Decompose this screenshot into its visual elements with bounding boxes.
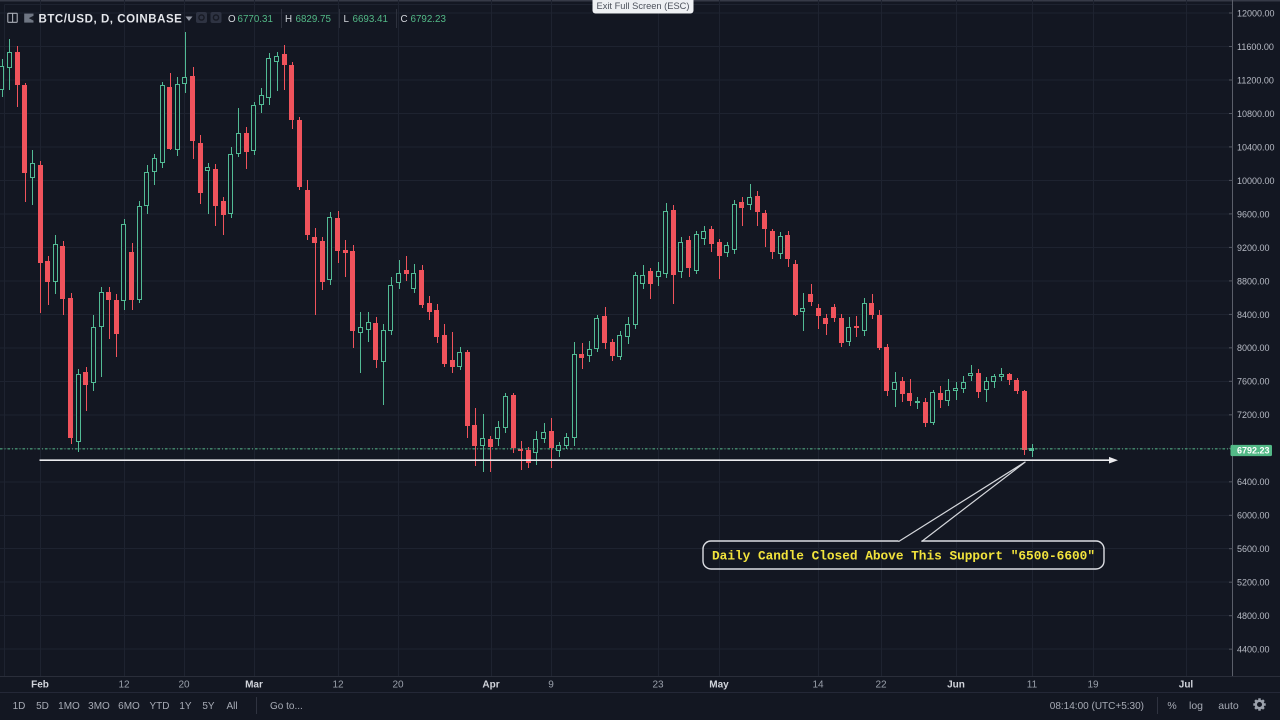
svg-text:10800.00: 10800.00 [1237,109,1275,119]
svg-text:9: 9 [548,680,554,691]
svg-text:6000.00: 6000.00 [1237,511,1270,521]
svg-text:H: H [285,14,292,25]
svg-text:O: O [228,14,236,25]
svg-text:6770.31: 6770.31 [238,14,273,25]
svg-text:6MO: 6MO [118,701,140,712]
svg-text:Daily Candle Closed Above This: Daily Candle Closed Above This Support "… [712,549,1095,564]
svg-text:Exit Full Screen (ESC): Exit Full Screen (ESC) [597,1,690,11]
svg-text:Jul: Jul [1179,680,1194,691]
svg-text:Feb: Feb [31,680,49,691]
svg-text:7600.00: 7600.00 [1237,377,1270,387]
svg-text:Go to...: Go to... [270,701,303,712]
svg-text:YTD: YTD [150,701,170,712]
svg-text:22: 22 [875,680,887,691]
svg-text:5200.00: 5200.00 [1237,578,1270,588]
svg-text:1MO: 1MO [58,701,80,712]
svg-text:BTC/USD, D, COINBASE: BTC/USD, D, COINBASE [39,13,183,25]
svg-text:Apr: Apr [482,680,499,691]
svg-text:8000.00: 8000.00 [1237,343,1270,353]
svg-text:6792.23: 6792.23 [411,14,447,25]
svg-text:6829.75: 6829.75 [296,14,332,25]
svg-text:auto: auto [1218,700,1239,712]
svg-text:11: 11 [1027,680,1038,691]
svg-text:14: 14 [812,680,824,691]
svg-text:1Y: 1Y [179,701,192,712]
svg-text:5600.00: 5600.00 [1237,544,1270,554]
svg-text:12000.00: 12000.00 [1237,8,1275,18]
svg-text:9600.00: 9600.00 [1237,209,1270,219]
svg-text:12: 12 [332,680,344,691]
svg-text:20: 20 [392,680,404,691]
svg-text:6693.41: 6693.41 [353,14,388,25]
svg-text:23: 23 [652,680,664,691]
svg-text:%: % [1167,700,1176,712]
svg-text:4400.00: 4400.00 [1237,645,1270,655]
svg-text:3MO: 3MO [88,701,110,712]
svg-text:9200.00: 9200.00 [1237,243,1270,253]
svg-text:C: C [401,14,408,25]
svg-text:L: L [344,14,350,25]
svg-text:May: May [709,680,729,691]
svg-text:08:14:00 (UTC+5:30): 08:14:00 (UTC+5:30) [1050,701,1144,712]
svg-text:8800.00: 8800.00 [1237,276,1270,286]
svg-text:Jun: Jun [947,680,965,691]
svg-text:1D: 1D [13,701,26,712]
svg-text:6792.23: 6792.23 [1237,446,1270,456]
svg-text:10400.00: 10400.00 [1237,142,1275,152]
svg-text:19: 19 [1087,680,1099,691]
svg-text:7200.00: 7200.00 [1237,410,1270,420]
svg-text:All: All [226,701,237,712]
svg-text:20: 20 [178,680,190,691]
svg-text:11200.00: 11200.00 [1237,75,1274,85]
svg-text:10000.00: 10000.00 [1237,176,1275,186]
svg-text:6400.00: 6400.00 [1237,477,1270,487]
svg-text:4800.00: 4800.00 [1237,611,1270,621]
svg-text:12: 12 [118,680,130,691]
svg-text:8400.00: 8400.00 [1237,310,1270,320]
svg-text:5Y: 5Y [202,701,215,712]
svg-text:5D: 5D [36,701,49,712]
svg-text:11600.00: 11600.00 [1237,42,1274,52]
svg-text:log: log [1189,700,1203,712]
svg-text:Mar: Mar [245,680,263,691]
